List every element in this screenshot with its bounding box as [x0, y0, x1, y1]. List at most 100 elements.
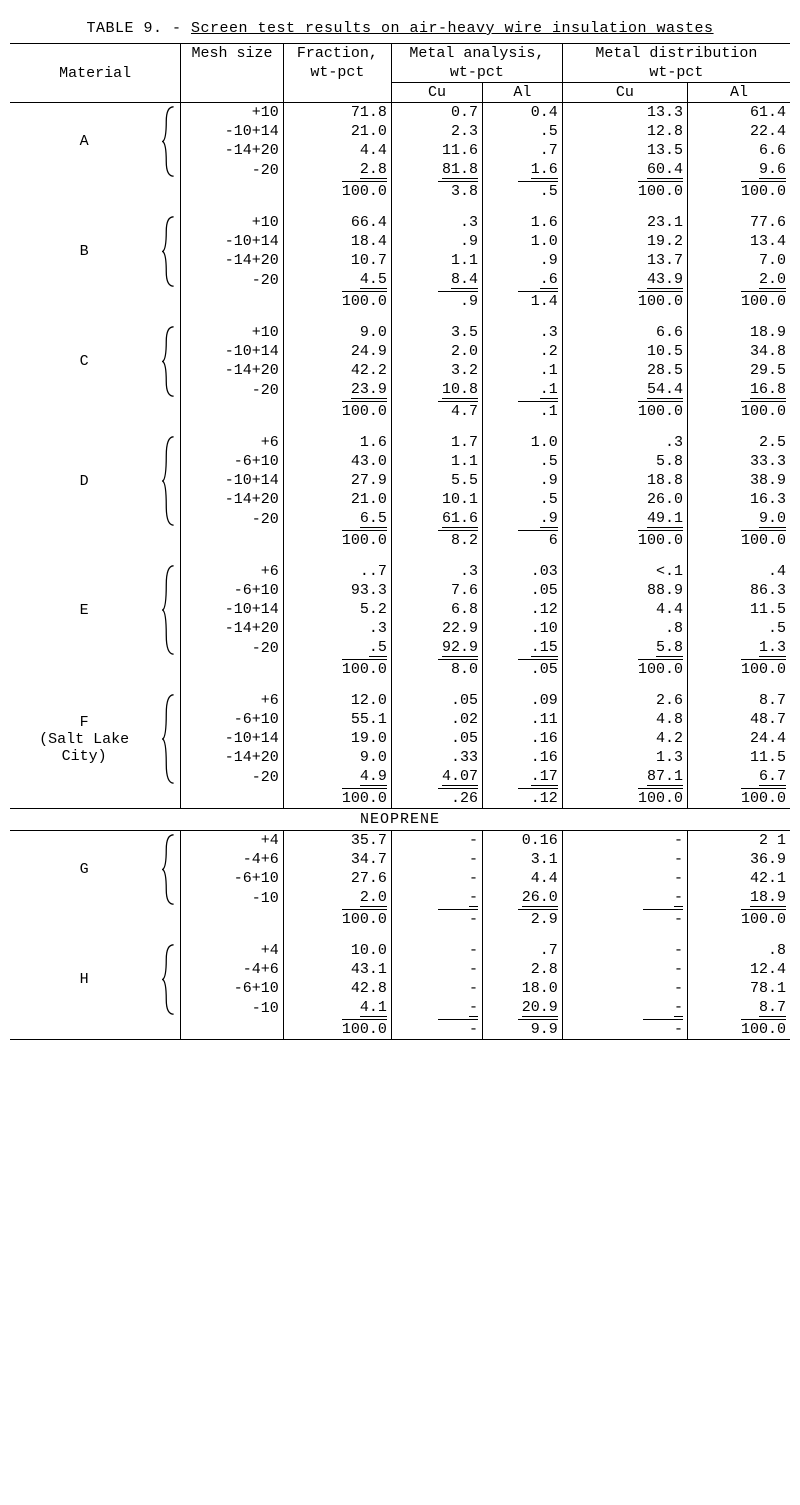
cell-frac: ..7: [283, 562, 391, 581]
cell-mesh: -20: [181, 638, 283, 658]
cell-analysis-al: .9: [483, 509, 563, 529]
cell-dist-cu: 4.8: [562, 710, 687, 729]
cell-mesh: -10: [181, 888, 283, 908]
cell-dist-cu: .8: [562, 619, 687, 638]
cell-frac: 23.9: [283, 380, 391, 400]
material-label: D: [14, 473, 176, 490]
cell-dist-cu: 12.8: [562, 122, 687, 141]
cell-analysis-cu: -: [391, 998, 482, 1018]
cell-dist-al: 6.7: [687, 767, 790, 787]
cell-dist-cu: 13.5: [562, 141, 687, 160]
cell-analysis-al: .2: [483, 342, 563, 361]
cell-dist-al: 11.5: [687, 748, 790, 767]
table-row: H+4 10.0 - .7 - .8: [10, 941, 790, 960]
table-row: A+10 71.8 0.7 0.4 13.3 61.4: [10, 103, 790, 123]
spacer-row: [10, 679, 790, 691]
table-row-total: 100.0 .26 .12 100.0 100.0: [10, 787, 790, 809]
cell-analysis-cu: 8.4: [391, 270, 482, 290]
table-row-total: 100.0 - 9.9 - 100.0: [10, 1018, 790, 1040]
cell-analysis-al: .16: [483, 729, 563, 748]
cell-analysis-cu: -: [391, 960, 482, 979]
cell-analysis-al: 1.6: [483, 160, 563, 180]
material-cell: A: [10, 103, 181, 181]
cell-analysis-cu: 1.1: [391, 251, 482, 270]
cell-analysis-al: .12: [483, 600, 563, 619]
cell-analysis-cu: 10.8: [391, 380, 482, 400]
cell-analysis-cu: 3.5: [391, 323, 482, 342]
cell-mesh: -6+10: [181, 869, 283, 888]
material-label: G: [14, 861, 176, 878]
cell-dist-al: 2 1: [687, 831, 790, 851]
cell-dist-al: 16.8: [687, 380, 790, 400]
cell-analysis-al-total: 1.4: [483, 290, 563, 311]
cell-analysis-al: .16: [483, 748, 563, 767]
material-cell: G: [10, 831, 181, 909]
cell-analysis-cu: -: [391, 869, 482, 888]
table-body-main: A+10 71.8 0.7 0.4 13.3 61.4-10+14 21.0 2…: [10, 103, 790, 809]
cell-analysis-al: .5: [483, 122, 563, 141]
cell-analysis-cu: 1.7: [391, 433, 482, 452]
cell-frac: 93.3: [283, 581, 391, 600]
cell-mesh: -6+10: [181, 979, 283, 998]
cell-analysis-cu-total: .9: [391, 290, 482, 311]
cell-analysis-al: 0.4: [483, 103, 563, 123]
cell-frac-total: 100.0: [283, 787, 391, 809]
cell-dist-al: 7.0: [687, 251, 790, 270]
cell-frac-total: 100.0: [283, 180, 391, 201]
cell-dist-cu: -: [562, 960, 687, 979]
cell-dist-al-total: 100.0: [687, 400, 790, 421]
cell-frac: 12.0: [283, 691, 391, 710]
cell-frac: 27.9: [283, 471, 391, 490]
cell-mesh: -20: [181, 380, 283, 400]
cell-mesh: -14+20: [181, 361, 283, 380]
cell-analysis-al: .09: [483, 691, 563, 710]
cell-frac: 24.9: [283, 342, 391, 361]
cell-frac: 66.4: [283, 213, 391, 232]
cell-dist-al: 34.8: [687, 342, 790, 361]
cell-dist-al: 11.5: [687, 600, 790, 619]
material-sublabel: (Salt Lake City): [14, 731, 176, 765]
cell-dist-cu: -: [562, 831, 687, 851]
cell-analysis-al: .1: [483, 361, 563, 380]
cell-analysis-cu: 7.6: [391, 581, 482, 600]
cell-mesh: -10+14: [181, 471, 283, 490]
cell-mesh: -14+20: [181, 141, 283, 160]
title-prefix: TABLE 9. -: [86, 20, 191, 37]
cell-frac: 27.6: [283, 869, 391, 888]
cell-dist-cu-total: 100.0: [562, 290, 687, 311]
cell-analysis-al: .1: [483, 380, 563, 400]
cell-analysis-cu-total: 8.2: [391, 529, 482, 550]
cell-frac: 4.4: [283, 141, 391, 160]
cell-frac: 55.1: [283, 710, 391, 729]
cell-frac-total: 100.0: [283, 658, 391, 679]
cell-frac: 21.0: [283, 490, 391, 509]
cell-analysis-cu: 1.1: [391, 452, 482, 471]
table-row-total: 100.0 4.7 .1 100.0 100.0: [10, 400, 790, 421]
material-cell: F(Salt Lake City): [10, 691, 181, 787]
cell-analysis-al: 4.4: [483, 869, 563, 888]
cell-analysis-cu: .3: [391, 562, 482, 581]
table-row-total: 100.0 - 2.9 - 100.0: [10, 908, 790, 929]
cell-frac: 1.6: [283, 433, 391, 452]
cell-mesh: -10+14: [181, 122, 283, 141]
cell-dist-cu-total: 100.0: [562, 529, 687, 550]
cell-dist-al: 78.1: [687, 979, 790, 998]
cell-analysis-cu-total: -: [391, 908, 482, 929]
cell-analysis-al: .3: [483, 323, 563, 342]
cell-mesh: -4+6: [181, 850, 283, 869]
cell-analysis-cu: .02: [391, 710, 482, 729]
cell-analysis-al: .5: [483, 490, 563, 509]
cell-analysis-al: .11: [483, 710, 563, 729]
cell-dist-cu: -: [562, 850, 687, 869]
cell-mesh: +10: [181, 103, 283, 123]
cell-mesh: -10: [181, 998, 283, 1018]
cell-dist-cu: 6.6: [562, 323, 687, 342]
col-analysis-unit: wt-pct: [391, 63, 562, 83]
cell-dist-cu: 5.8: [562, 452, 687, 471]
cell-dist-cu: -: [562, 869, 687, 888]
cell-analysis-al: .05: [483, 581, 563, 600]
material-label: F: [14, 714, 176, 731]
results-table: Material Mesh size Fraction, Metal analy…: [10, 43, 790, 1040]
cell-frac: 6.5: [283, 509, 391, 529]
cell-dist-cu: 13.3: [562, 103, 687, 123]
